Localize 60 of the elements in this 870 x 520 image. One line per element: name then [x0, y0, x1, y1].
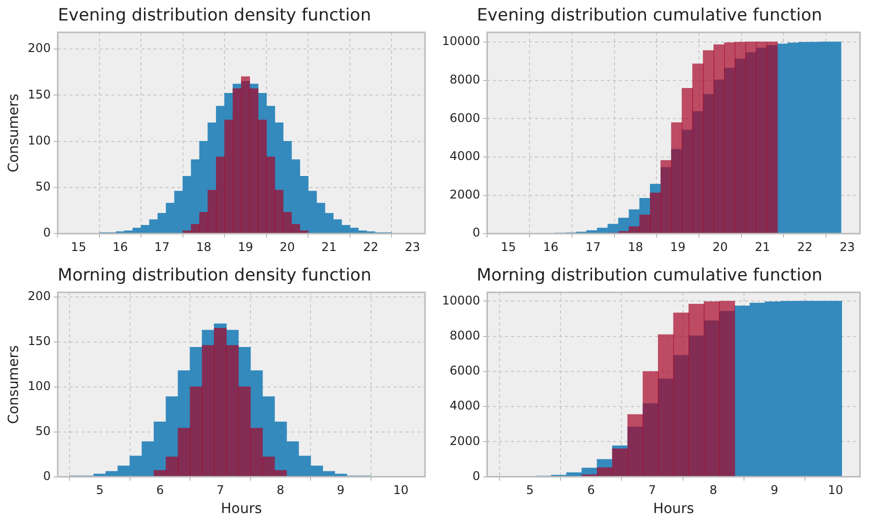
y-tick-label: 200 [28, 289, 51, 304]
y-tick-label: 0 [43, 226, 51, 240]
chart-title: Evening distribution cumulative function [476, 6, 822, 26]
y-tick-label: 50 [35, 424, 51, 438]
y-tick-label: 6000 [450, 364, 480, 378]
y-tick-label: 0 [43, 468, 51, 483]
y-tick-label: 2000 [450, 187, 480, 202]
x-tick-label: 20 [712, 240, 728, 254]
x-tick-label: 16 [543, 240, 558, 254]
y-tick-label: 100 [28, 378, 51, 393]
x-tick-label: 9 [336, 483, 345, 498]
x-tick-label: 18 [628, 240, 644, 254]
y-tick-label: 200 [28, 41, 51, 56]
x-tick-label: 8 [709, 483, 718, 498]
x-tick-label: 18 [196, 240, 212, 254]
y-axis-title: Consumers [6, 94, 22, 172]
y-tick-label: 8000 [450, 328, 480, 342]
x-tick-label: 10 [828, 483, 844, 498]
x-tick-label: 5 [96, 483, 104, 498]
y-tick-label: 50 [35, 180, 51, 194]
x-tick-label: 6 [587, 483, 595, 498]
y-tick-label: 150 [28, 334, 51, 348]
y-tick-label: 10000 [442, 293, 480, 308]
x-tick-label: 17 [585, 240, 601, 254]
x-axis-title: Hours [653, 501, 694, 518]
x-tick-label: 21 [754, 240, 770, 254]
x-tick-label: 5 [526, 483, 534, 498]
x-tick-label: 6 [156, 483, 164, 498]
x-tick-label: 9 [770, 483, 778, 498]
y-tick-label: 8000 [450, 72, 480, 86]
y-tick-label: 10000 [442, 34, 480, 48]
x-tick-label: 21 [321, 240, 337, 254]
x-tick-label: 16 [112, 240, 128, 254]
y-tick-label: 150 [28, 87, 51, 102]
x-axis-title: Hours [220, 501, 262, 518]
x-tick-label: 19 [670, 240, 686, 254]
y-tick-label: 4000 [450, 398, 480, 413]
x-tick-label: 15 [70, 240, 86, 254]
x-tick-label: 19 [238, 240, 254, 254]
y-axis-title: Consumers [6, 345, 22, 424]
x-tick-label: 23 [404, 240, 420, 254]
y-tick-label: 0 [472, 226, 480, 240]
chart-title: Morning distribution density function [58, 266, 372, 286]
x-tick-label: 17 [154, 240, 170, 254]
y-tick-label: 6000 [450, 110, 480, 125]
chart-title: Morning distribution cumulative function [476, 266, 822, 286]
y-tick-label: 100 [28, 133, 51, 148]
y-tick-label: 2000 [450, 434, 480, 448]
x-tick-label: 20 [280, 240, 295, 254]
x-tick-label: 10 [393, 483, 409, 498]
x-tick-label: 15 [500, 240, 516, 254]
x-tick-label: 23 [840, 240, 855, 254]
x-tick-label: 7 [648, 483, 656, 498]
x-tick-label: 7 [216, 483, 224, 498]
y-tick-label: 0 [472, 468, 480, 483]
x-tick-label: 22 [363, 240, 378, 254]
y-tick-label: 4000 [450, 149, 480, 164]
x-tick-label: 22 [797, 240, 813, 254]
chart-title: Evening distribution density function [58, 6, 372, 26]
x-tick-label: 8 [276, 483, 284, 498]
